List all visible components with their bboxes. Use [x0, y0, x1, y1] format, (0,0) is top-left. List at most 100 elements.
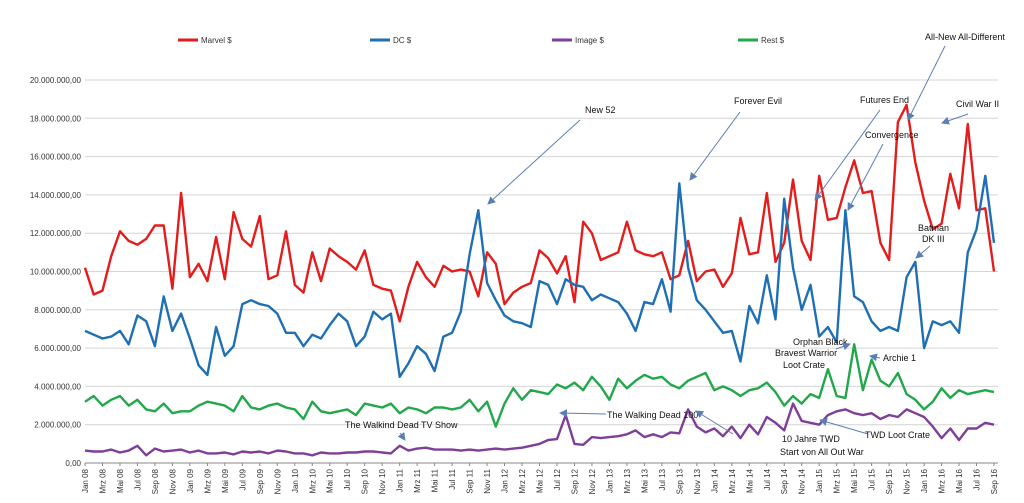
x-tick-label: Mai 12	[536, 468, 545, 493]
annotation-label: New 52	[585, 105, 616, 115]
x-tick-label: Mai 13	[640, 468, 649, 493]
annotation-arrow	[397, 431, 406, 441]
x-tick-label: Nov 09	[273, 468, 282, 494]
x-tick-label: Jan 14	[710, 468, 719, 493]
series-lines	[83, 103, 996, 457]
y-tick-label: 8.000.000,00	[34, 306, 81, 315]
annotation-arrow	[847, 143, 884, 211]
x-tick-label: Jul 10	[343, 468, 352, 490]
annotation-label: The Walking Dead 100	[607, 410, 698, 420]
x-tick-label: Mai 08	[116, 468, 125, 493]
x-tick-label: Nov 13	[693, 468, 702, 494]
x-tick-label: Sep 13	[675, 468, 684, 494]
x-tick-label: Sep 09	[256, 468, 265, 494]
annotation-arrow	[835, 342, 851, 351]
x-tick-label: Jan 16	[920, 468, 929, 493]
y-tick-label: 16.000.000,00	[30, 153, 82, 162]
x-tick-label: Jul 11	[448, 468, 457, 489]
legend-label: Image $	[575, 36, 604, 45]
x-tick-label: Nov 11	[483, 468, 492, 493]
annotation-arrow	[819, 418, 869, 435]
x-tick-label: Mrz 16	[938, 468, 947, 493]
annotation-label: All-New All-Different	[925, 32, 1005, 42]
annotation-arrow	[915, 245, 931, 259]
x-tick-label: Mrz 10	[308, 468, 317, 493]
x-tick-label: Mai 11	[431, 468, 440, 492]
series-line-0	[83, 103, 996, 323]
annotation-label: Civil War II	[956, 99, 999, 109]
x-tick-label: Mrz 09	[203, 468, 212, 493]
annotation-label: Batman	[918, 223, 949, 233]
annotation-label: TWD Loot Crate	[865, 430, 930, 440]
annotation-label: 10 Jahre TWD	[782, 434, 840, 444]
annotation-label: Archie 1	[883, 353, 916, 363]
y-axis: 0,00 2.000.000,00 4.000.000,00 6.000.000,00…	[30, 76, 82, 468]
x-tick-label: Sep 15	[885, 468, 894, 494]
y-tick-label: 12.000.000,00	[30, 229, 82, 238]
annotation-arrow	[559, 409, 607, 418]
annotation-arrow	[487, 119, 581, 205]
annotations: New 52 Forever Evil Futures End All-New All…	[345, 32, 1005, 457]
x-tick-label: Jul 13	[658, 468, 667, 490]
y-tick-label: 14.000.000,00	[30, 191, 82, 200]
annotation-arrow	[695, 410, 734, 435]
x-tick-label: Mrz 12	[518, 468, 527, 493]
x-tick-label: Mrz 13	[623, 468, 632, 493]
series-line-2	[84, 402, 995, 457]
annotation-label: Bravest Warrior	[775, 348, 837, 358]
x-tick-label: Nov 15	[903, 468, 912, 494]
x-tick-label: Mrz 14	[728, 468, 737, 493]
annotation-label: DK III	[922, 234, 945, 244]
x-tick-label: Nov 10	[378, 468, 387, 494]
legend: Marvel $ DC $ Image $ Rest $	[178, 36, 785, 45]
x-tick-label: Sep 14	[780, 468, 789, 494]
x-tick-label: Jul 16	[973, 468, 982, 490]
legend-label: DC $	[393, 36, 412, 45]
x-tick-label: Sep 12	[570, 468, 579, 494]
y-tick-label: 18.000.000,00	[30, 114, 82, 123]
annotation-label: Loot Crate	[783, 360, 825, 370]
series-line-1	[84, 174, 996, 378]
x-tick-label: Mrz 15	[833, 468, 842, 493]
annotation-arrow	[907, 45, 946, 121]
annotation-label: Orphan Black	[793, 337, 848, 347]
x-tick-label: Jul 09	[238, 468, 247, 490]
x-tick-label: Sep 11	[466, 468, 475, 493]
series-line-3	[84, 343, 995, 428]
x-tick-label: Jul 14	[763, 468, 772, 490]
annotation-arrow	[689, 111, 741, 181]
annotation-arrow	[941, 113, 969, 125]
annotation-arrow	[814, 109, 881, 201]
y-tick-label: 0,00	[65, 459, 81, 468]
x-tick-label: Nov 12	[588, 468, 597, 494]
annotation-label: Start von All Out War	[780, 447, 864, 457]
x-tick-label: Jul 12	[553, 468, 562, 490]
annotation-label: Futures End	[860, 95, 909, 105]
y-tick-label: 2.000.000,00	[34, 421, 81, 430]
x-tick-label: Jan 08	[81, 468, 90, 493]
x-tick-label: Jul 08	[133, 468, 142, 490]
y-tick-label: 10.000.000,00	[30, 268, 82, 277]
x-tick-label: Mai 10	[326, 468, 335, 493]
x-tick-label: Sep 16	[990, 468, 999, 494]
x-tick-label: Jan 13	[605, 468, 614, 493]
x-tick-label: Sep 10	[361, 468, 370, 494]
annotation-arrow	[869, 353, 881, 362]
x-tick-label: Sep 08	[151, 468, 160, 494]
x-tick-label: Mrz 08	[98, 468, 107, 493]
x-tick-label: Mrz 11	[413, 468, 422, 492]
y-tick-label: 20.000.000,00	[30, 76, 82, 85]
x-tick-label: Mai 16	[955, 468, 964, 493]
x-tick-label: Jul 15	[868, 468, 877, 490]
y-tick-label: 6.000.000,00	[34, 344, 81, 353]
x-tick-label: Jan 10	[291, 468, 300, 493]
x-tick-label: Jan 09	[186, 468, 195, 493]
x-tick-label: Jan 12	[501, 468, 510, 493]
legend-label: Rest $	[761, 36, 785, 45]
x-axis: Jan 08 Mrz 08 Mai 08 Jul 08 Sep 08 Nov 08 Jan …	[81, 463, 999, 494]
gridlines	[85, 79, 998, 464]
annotation-label: Convergence	[865, 130, 919, 140]
x-tick-label: Mai 15	[850, 468, 859, 493]
x-tick-label: Jan 11	[396, 468, 405, 492]
